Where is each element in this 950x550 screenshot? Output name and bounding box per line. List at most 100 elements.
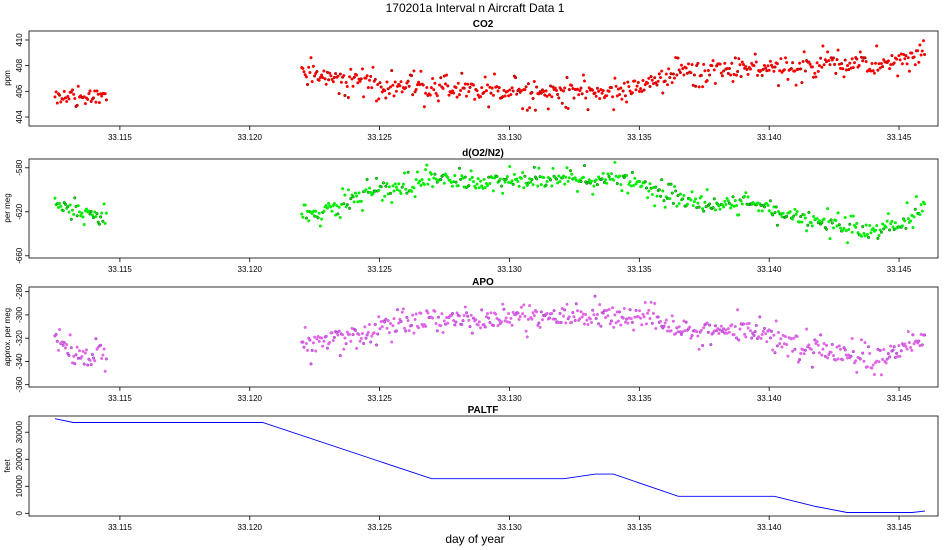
co2-data-point bbox=[55, 101, 59, 105]
o2n2-data-point bbox=[475, 182, 479, 186]
co2-data-point bbox=[890, 54, 894, 58]
co2-data-point bbox=[410, 74, 414, 78]
apo-data-point bbox=[697, 347, 701, 351]
o2n2-data-point bbox=[567, 176, 571, 180]
apo-x-tick-label: 33.145 bbox=[887, 394, 912, 403]
co2-data-point bbox=[535, 85, 539, 89]
apo-data-point bbox=[380, 325, 384, 329]
o2n2-data-point bbox=[530, 178, 534, 182]
o2n2-panel: d(O2/N2) per meg -660-620-580 33.115 33.1… bbox=[3, 148, 939, 274]
apo-data-point bbox=[841, 358, 845, 362]
apo-data-point bbox=[910, 348, 914, 352]
apo-data-point bbox=[849, 354, 853, 358]
co2-data-point bbox=[626, 80, 630, 84]
co2-data-point bbox=[741, 63, 746, 67]
co2-data-point bbox=[871, 69, 875, 73]
co2-data-point bbox=[686, 62, 691, 66]
co2-data-point bbox=[918, 43, 922, 47]
apo-data-point bbox=[487, 316, 491, 320]
co2-y-axis-label: ppm bbox=[3, 70, 12, 86]
co2-data-point bbox=[684, 66, 688, 70]
co2-data-point bbox=[546, 107, 550, 111]
o2n2-data-point bbox=[662, 199, 666, 203]
apo-data-point bbox=[717, 331, 721, 336]
apo-data-point bbox=[634, 308, 638, 312]
apo-data-point bbox=[355, 346, 359, 350]
apo-data-point bbox=[491, 323, 495, 328]
apo-data-point bbox=[799, 351, 803, 356]
co2-data-point bbox=[646, 81, 650, 85]
co2-data-point bbox=[434, 91, 438, 95]
o2n2-x-tick-label: 33.140 bbox=[757, 265, 782, 274]
apo-data-point bbox=[310, 348, 314, 352]
co2-data-point bbox=[509, 93, 513, 97]
apo-data-point bbox=[859, 338, 864, 342]
apo-data-point bbox=[702, 326, 706, 330]
o2n2-data-point bbox=[483, 186, 487, 190]
apo-data-point bbox=[560, 306, 564, 311]
o2n2-data-point bbox=[890, 219, 894, 223]
o2n2-data-point bbox=[862, 231, 866, 235]
apo-data-point bbox=[320, 336, 324, 340]
o2n2-data-point bbox=[882, 227, 886, 231]
apo-data-point bbox=[538, 325, 542, 329]
o2n2-data-point bbox=[910, 213, 914, 217]
co2-data-point bbox=[383, 89, 387, 93]
apo-data-point bbox=[308, 338, 312, 342]
apo-data-point bbox=[613, 313, 617, 317]
apo-data-point bbox=[413, 317, 417, 321]
co2-data-point bbox=[322, 69, 326, 73]
apo-data-point bbox=[773, 351, 777, 355]
apo-data-point bbox=[508, 320, 512, 324]
apo-data-point bbox=[671, 319, 675, 323]
co2-data-point bbox=[917, 60, 921, 64]
apo-data-point bbox=[872, 372, 876, 377]
apo-data-point bbox=[644, 322, 649, 326]
apo-data-point bbox=[865, 365, 869, 369]
apo-data-point bbox=[688, 325, 692, 329]
apo-data-point bbox=[609, 319, 613, 323]
co2-data-point bbox=[87, 92, 91, 96]
o2n2-data-point bbox=[900, 224, 904, 228]
co2-data-point bbox=[913, 63, 917, 67]
apo-x-tick-label: 33.135 bbox=[627, 394, 652, 403]
o2n2-data-point bbox=[668, 197, 672, 201]
apo-data-point bbox=[322, 339, 326, 343]
o2n2-data-point bbox=[345, 203, 349, 207]
apo-data-point bbox=[384, 317, 388, 321]
apo-data-point bbox=[401, 307, 405, 311]
apo-y-tick-label: -360 bbox=[15, 376, 24, 393]
co2-data-point bbox=[898, 58, 902, 62]
apo-data-point bbox=[629, 317, 633, 321]
apo-data-point bbox=[895, 351, 899, 355]
co2-data-point bbox=[601, 89, 605, 93]
o2n2-data-point bbox=[702, 209, 706, 213]
apo-data-point bbox=[904, 344, 908, 348]
co2-data-point bbox=[343, 93, 347, 98]
apo-data-point bbox=[469, 313, 473, 317]
o2n2-data-point bbox=[90, 213, 94, 217]
co2-data-point bbox=[554, 88, 559, 93]
o2n2-data-point bbox=[733, 199, 737, 203]
o2n2-data-point bbox=[341, 187, 345, 191]
apo-data-point bbox=[622, 306, 626, 311]
paltf-y-ticks: 0 10000 20000 30000 bbox=[15, 421, 29, 516]
o2n2-data-point bbox=[658, 194, 663, 198]
o2n2-data-point bbox=[873, 228, 878, 232]
paltf-y-tick-label: 20000 bbox=[15, 448, 24, 471]
paltf-y-tick-label: 30000 bbox=[15, 421, 24, 444]
o2n2-data-point bbox=[730, 203, 734, 207]
apo-data-point bbox=[552, 309, 556, 313]
co2-data-point bbox=[66, 94, 70, 98]
apo-data-point bbox=[732, 333, 736, 337]
co2-data-point bbox=[916, 49, 920, 53]
apo-data-point bbox=[528, 304, 532, 308]
co2-data-point bbox=[580, 92, 584, 96]
co2-data-point bbox=[670, 81, 674, 85]
co2-data-point bbox=[620, 97, 624, 101]
apo-data-point bbox=[591, 308, 595, 312]
o2n2-data-point bbox=[355, 194, 359, 198]
co2-data-point bbox=[342, 73, 346, 78]
apo-data-point bbox=[370, 334, 374, 338]
o2n2-data-point bbox=[615, 181, 619, 186]
